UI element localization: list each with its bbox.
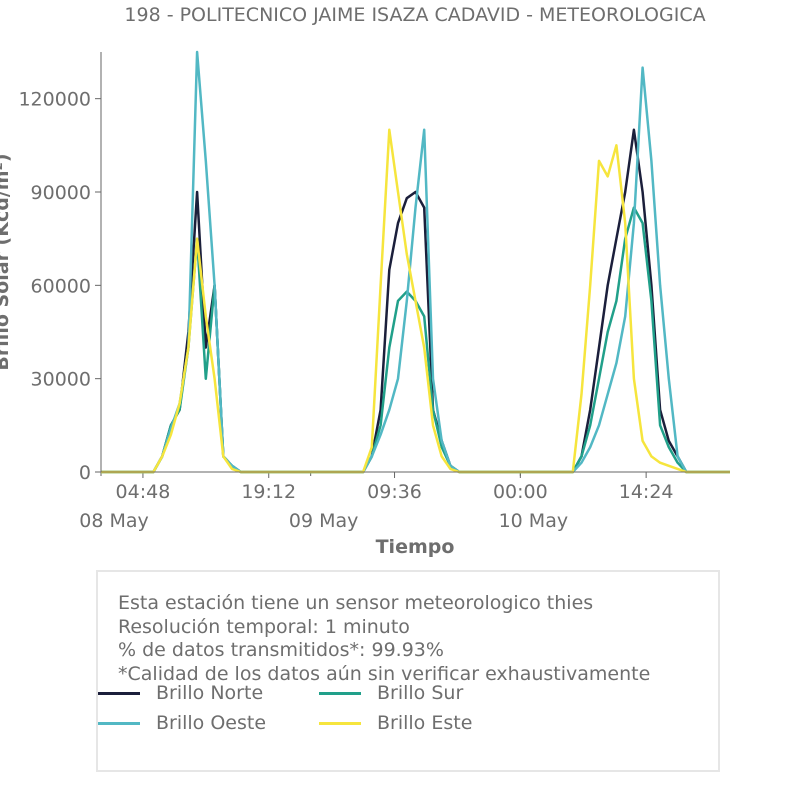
x-date-label: 08 May xyxy=(79,510,149,532)
info-resolution-line: Resolución temporal: 1 minuto xyxy=(118,616,410,638)
x-tick-label: 09:36 xyxy=(367,481,422,503)
legend-label: Brillo Sur xyxy=(377,682,464,704)
chart: 198 - POLITECNICO JAIME ISAZA CADAVID - … xyxy=(0,4,730,558)
x-tick-label: 00:00 xyxy=(493,481,548,503)
y-tick-label: 120000 xyxy=(18,89,91,111)
series-line-brillo-este xyxy=(101,128,730,474)
legend-swatch xyxy=(98,722,140,725)
info-station-line: Esta estación tiene un sensor meteorolog… xyxy=(118,592,594,614)
legend-label: Brillo Norte xyxy=(156,682,264,704)
series-line-brillo-norte xyxy=(101,128,730,474)
y-tick-label: 0 xyxy=(79,462,91,484)
legend-swatch xyxy=(319,692,361,695)
legend-label: Brillo Oeste xyxy=(156,712,267,734)
x-axis-label: Tiempo xyxy=(376,536,455,558)
info-quality-line: *Calidad de los datos aún sin verificar … xyxy=(118,663,651,685)
y-tick-label: 30000 xyxy=(31,369,91,391)
y-tick-label: 90000 xyxy=(31,182,91,204)
x-date-label: 09 May xyxy=(289,510,359,532)
x-tick-label: 14:24 xyxy=(619,481,674,503)
info-box: Esta estación tiene un sensor meteorolog… xyxy=(96,570,720,772)
y-tick-label: 60000 xyxy=(31,275,91,297)
chart-title: 198 - POLITECNICO JAIME ISAZA CADAVID - … xyxy=(124,4,705,26)
series-line-brillo-oeste xyxy=(101,50,730,474)
x-tick-label: 19:12 xyxy=(241,481,296,503)
legend-label: Brillo Este xyxy=(377,712,473,734)
legend-swatch xyxy=(319,722,361,725)
legend-swatch xyxy=(98,692,140,695)
x-date-label: 10 May xyxy=(499,510,569,532)
y-axis-label: Brillo Solar (Kcd/m²) xyxy=(0,153,13,370)
x-tick-label: 04:48 xyxy=(116,481,171,503)
info-percent-line: % de datos transmitidos*: 99.93% xyxy=(118,639,444,661)
